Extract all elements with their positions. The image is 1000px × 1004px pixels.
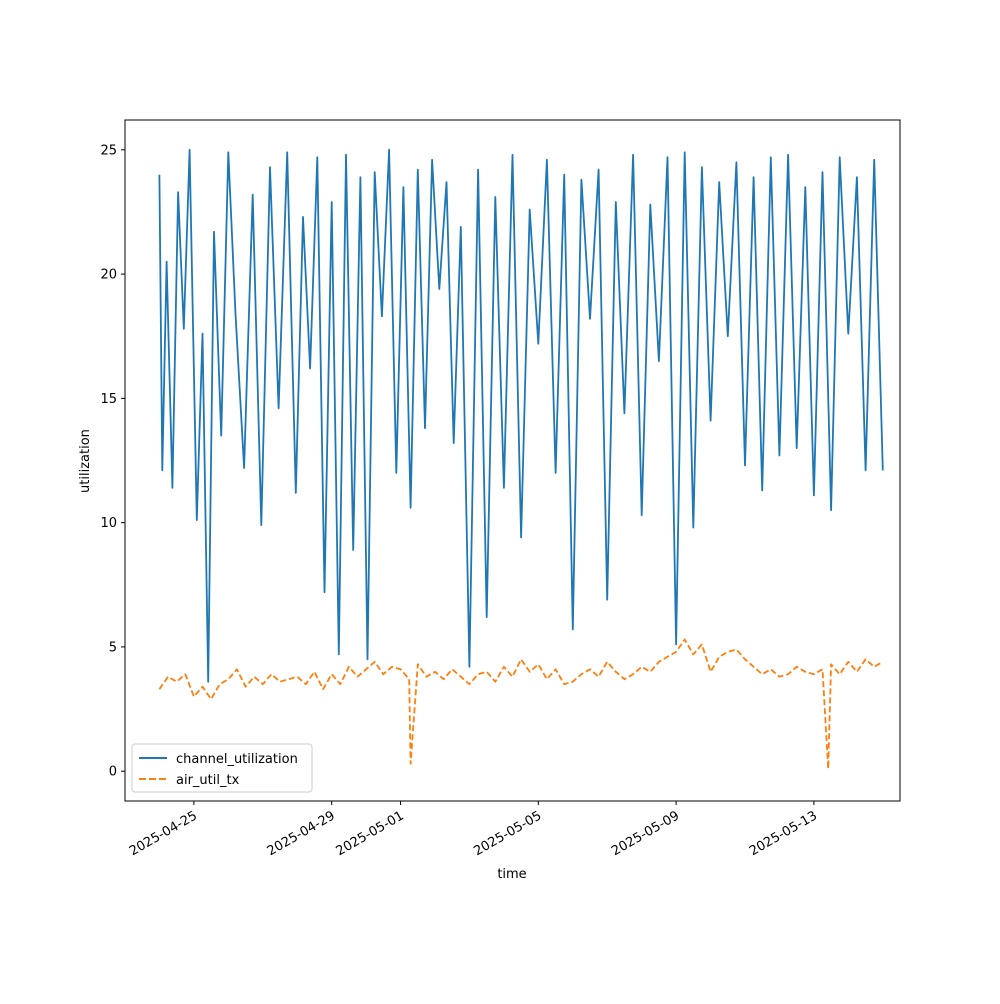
y-tick-label: 10 [100,516,117,531]
x-tick-label: 2025-05-09 [609,808,682,859]
x-tick-label: 2025-05-01 [334,808,407,859]
legend-box [131,743,313,793]
legend-label-air-util-tx: air_util_tx [176,773,240,788]
y-axis-label: utilization [78,429,93,493]
y-tick-label: 15 [100,392,117,407]
x-tick-label: 2025-05-05 [471,808,544,859]
series-line-air-util-tx [158,638,884,770]
series-layer [158,148,884,770]
x-tick-label: 2025-04-25 [127,808,200,859]
legend-label-channel-utilization: channel_utilization [176,752,298,767]
y-tick-label: 0 [109,765,117,780]
y-tick-label: 25 [100,143,117,158]
series-line-channel-utilization [158,148,884,683]
legend: channel_utilization air_util_tx [131,743,313,793]
y-tick-label: 5 [109,640,117,655]
axes-frame [124,119,901,802]
x-axis-label: time [497,867,526,882]
x-tick-label: 2025-04-29 [265,808,338,859]
y-tick-layer: 0 5 10 15 20 25 [100,143,125,780]
plot-area [125,120,900,801]
y-tick-label: 20 [100,268,117,283]
x-tick-label: 2025-05-13 [747,808,820,859]
